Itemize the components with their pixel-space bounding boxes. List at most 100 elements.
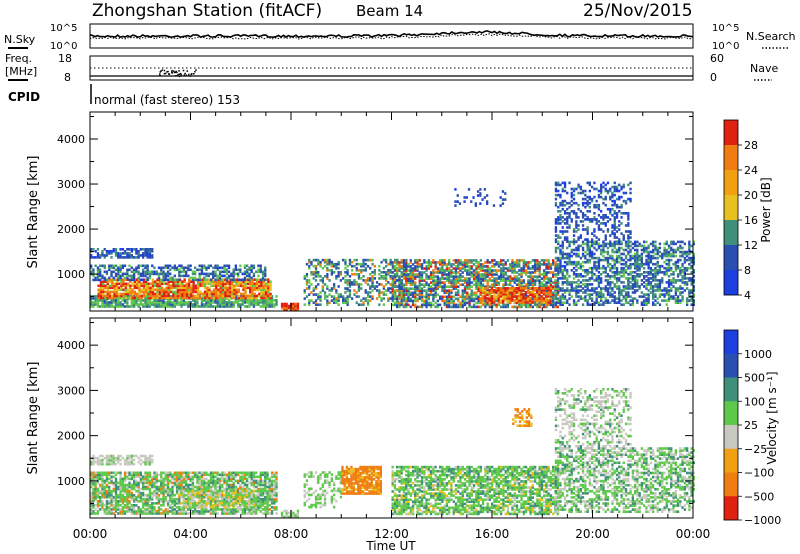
data-cell	[534, 271, 537, 274]
data-cell	[688, 244, 691, 248]
data-cell	[579, 285, 582, 288]
data-cell	[169, 301, 172, 304]
data-cell	[287, 304, 290, 308]
data-cell	[488, 305, 491, 309]
data-cell	[323, 283, 327, 286]
data-cell	[344, 297, 347, 300]
data-cell	[142, 272, 145, 276]
data-cell	[261, 301, 265, 304]
data-cell	[459, 261, 462, 264]
data-cell	[545, 265, 548, 268]
data-cell	[164, 274, 167, 278]
data-cell	[312, 258, 315, 262]
data-cell	[119, 256, 122, 259]
data-cell	[554, 238, 558, 241]
data-cell	[385, 273, 388, 276]
data-cell	[427, 285, 430, 288]
data-cell	[557, 299, 560, 302]
data-cell	[591, 297, 594, 300]
data-cell	[676, 289, 680, 292]
data-cell	[441, 297, 444, 301]
data-cell	[133, 284, 136, 288]
data-cell	[108, 294, 112, 298]
data-cell	[593, 205, 596, 209]
data-cell	[459, 279, 462, 282]
data-cell	[615, 203, 619, 207]
data-cell	[130, 303, 133, 306]
data-cell	[434, 285, 437, 288]
data-cell	[250, 299, 253, 302]
data-cell	[457, 285, 460, 288]
data-cell	[577, 295, 580, 298]
data-cell	[604, 271, 607, 274]
data-cell	[692, 279, 695, 282]
data-cell	[600, 279, 603, 282]
data-cell	[681, 279, 684, 282]
data-cell	[575, 285, 578, 288]
data-cell	[593, 301, 596, 304]
data-cell	[317, 258, 320, 262]
data-cell	[563, 210, 567, 213]
data-cell	[142, 256, 145, 259]
data-cell	[602, 303, 605, 306]
data-cell	[308, 264, 311, 268]
data-cell	[182, 301, 185, 304]
data-cell	[615, 266, 619, 270]
data-cell	[643, 301, 646, 304]
data-cell	[479, 283, 482, 286]
data-cell	[411, 303, 415, 307]
data-cell	[497, 297, 500, 300]
data-cell	[631, 285, 634, 288]
data-cell	[545, 305, 548, 309]
data-cell	[269, 282, 272, 286]
data-cell	[197, 286, 200, 290]
data-cell	[326, 260, 329, 264]
data-cell	[597, 271, 601, 274]
data-cell	[252, 274, 256, 278]
data-cell	[593, 203, 596, 207]
data-cell	[189, 268, 192, 272]
data-cell	[463, 261, 467, 264]
data-cell	[224, 282, 227, 286]
data-cell	[577, 299, 580, 302]
data-cell	[563, 260, 567, 264]
data-cell	[346, 297, 349, 300]
data-cell	[443, 261, 446, 264]
data-cell	[591, 256, 594, 260]
data-cell	[261, 299, 265, 302]
data-cell	[534, 259, 537, 262]
data-cell	[128, 256, 131, 259]
data-cell	[654, 273, 657, 276]
data-cell	[171, 301, 174, 304]
data-cell	[227, 264, 231, 268]
data-cell	[175, 268, 179, 272]
data-cell	[201, 278, 204, 281]
data-cell	[613, 273, 616, 276]
data-cell	[124, 278, 127, 281]
data-cell	[160, 270, 163, 274]
data-cell	[194, 284, 198, 288]
data-cell	[403, 287, 406, 290]
data-cell	[314, 293, 318, 296]
data-cell	[647, 266, 650, 270]
data-cell	[466, 277, 469, 280]
data-cell	[120, 280, 123, 283]
data-cell	[188, 280, 191, 283]
data-cell	[692, 260, 695, 264]
data-cell	[126, 256, 129, 259]
data-cell	[425, 281, 428, 284]
data-cell	[568, 297, 571, 300]
data-cell	[604, 238, 607, 241]
data-cell	[409, 283, 412, 286]
data-cell	[622, 295, 625, 298]
data-cell	[268, 305, 271, 308]
data-cell	[146, 270, 149, 274]
data-cell	[613, 271, 616, 274]
data-cell	[203, 292, 207, 296]
data-cell	[643, 250, 646, 254]
data-cell	[133, 282, 136, 286]
data-cell	[604, 236, 607, 239]
data-cell	[597, 256, 601, 260]
data-cell	[96, 299, 100, 302]
data-cell	[652, 254, 655, 258]
